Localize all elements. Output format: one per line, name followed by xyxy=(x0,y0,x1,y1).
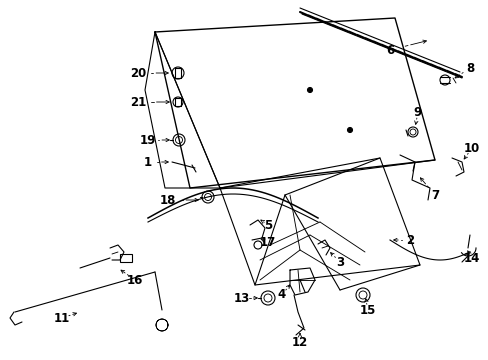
Text: 5: 5 xyxy=(264,219,271,231)
Text: 20: 20 xyxy=(130,67,146,80)
Text: 7: 7 xyxy=(430,189,438,202)
Text: 10: 10 xyxy=(463,141,479,154)
Text: 12: 12 xyxy=(291,336,307,348)
Text: 6: 6 xyxy=(385,44,393,57)
Text: 15: 15 xyxy=(359,303,375,316)
Text: 9: 9 xyxy=(413,105,421,118)
Text: 16: 16 xyxy=(126,274,143,287)
Text: 3: 3 xyxy=(335,256,344,269)
Text: 13: 13 xyxy=(233,292,250,305)
Text: 18: 18 xyxy=(160,194,176,207)
Circle shape xyxy=(347,127,352,132)
Text: 11: 11 xyxy=(54,311,70,324)
Circle shape xyxy=(307,87,312,93)
Text: 8: 8 xyxy=(465,62,473,75)
Text: 2: 2 xyxy=(405,234,413,247)
Text: 19: 19 xyxy=(140,134,156,147)
Text: 1: 1 xyxy=(143,156,152,168)
Text: 17: 17 xyxy=(259,235,276,248)
Text: 4: 4 xyxy=(277,288,285,302)
Bar xyxy=(120,254,132,262)
Text: 14: 14 xyxy=(463,252,479,265)
Text: 21: 21 xyxy=(130,95,146,108)
